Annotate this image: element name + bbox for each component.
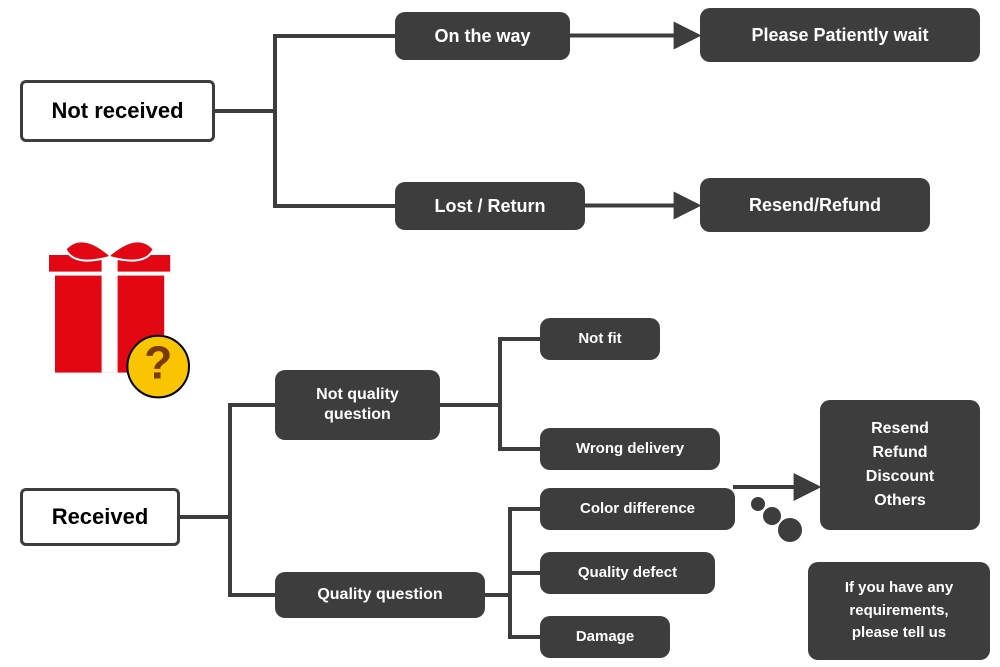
- node-not-fit: Not fit: [540, 318, 660, 360]
- node-on-the-way: On the way: [395, 12, 570, 60]
- node-options-line: Discount: [866, 467, 934, 487]
- node-resend-refund: Resend/Refund: [700, 178, 930, 232]
- node-quality-defect-label: Quality defect: [578, 564, 677, 583]
- thought-bubble: [778, 518, 802, 542]
- node-received-label: Received: [52, 503, 149, 531]
- node-not-quality-q-label: Not quality question: [285, 385, 430, 425]
- node-wrong-delivery: Wrong delivery: [540, 428, 720, 470]
- node-color-diff-label: Color difference: [580, 500, 695, 519]
- node-please-wait-label: Please Patiently wait: [751, 24, 928, 47]
- thought-bubble: [751, 497, 765, 511]
- thought-bubble: [763, 507, 781, 525]
- node-options: Resend Refund Discount Others: [820, 400, 980, 530]
- node-tell-us-line: requirements,: [845, 602, 953, 621]
- node-quality-defect: Quality defect: [540, 552, 715, 594]
- node-not-received-label: Not received: [51, 97, 183, 125]
- node-lost-return: Lost / Return: [395, 182, 585, 230]
- node-lost-return-label: Lost / Return: [435, 195, 546, 218]
- node-resend-refund-label: Resend/Refund: [749, 194, 881, 217]
- node-on-the-way-label: On the way: [434, 25, 530, 48]
- node-not-quality-q: Not quality question: [275, 370, 440, 440]
- node-options-line: Resend: [866, 419, 934, 439]
- node-not-received: Not received: [20, 80, 215, 142]
- node-quality-q-label: Quality question: [317, 585, 442, 605]
- svg-text:?: ?: [144, 336, 172, 388]
- node-quality-q: Quality question: [275, 572, 485, 618]
- node-tell-us-line: please tell us: [845, 624, 953, 643]
- node-tell-us: If you have any requirements, please tell …: [808, 562, 990, 660]
- node-received: Received: [20, 488, 180, 546]
- flowchart-stage: Not received On the way Please Patiently w…: [0, 0, 1000, 667]
- node-tell-us-line: If you have any: [845, 579, 953, 598]
- gift-icon: ?: [45, 225, 225, 405]
- node-please-wait: Please Patiently wait: [700, 8, 980, 62]
- node-color-diff: Color difference: [540, 488, 735, 530]
- node-damage-label: Damage: [576, 628, 634, 647]
- node-damage: Damage: [540, 616, 670, 658]
- node-options-line: Refund: [866, 443, 934, 463]
- node-wrong-delivery-label: Wrong delivery: [576, 440, 684, 459]
- node-options-line: Others: [866, 491, 934, 511]
- node-not-fit-label: Not fit: [578, 330, 621, 349]
